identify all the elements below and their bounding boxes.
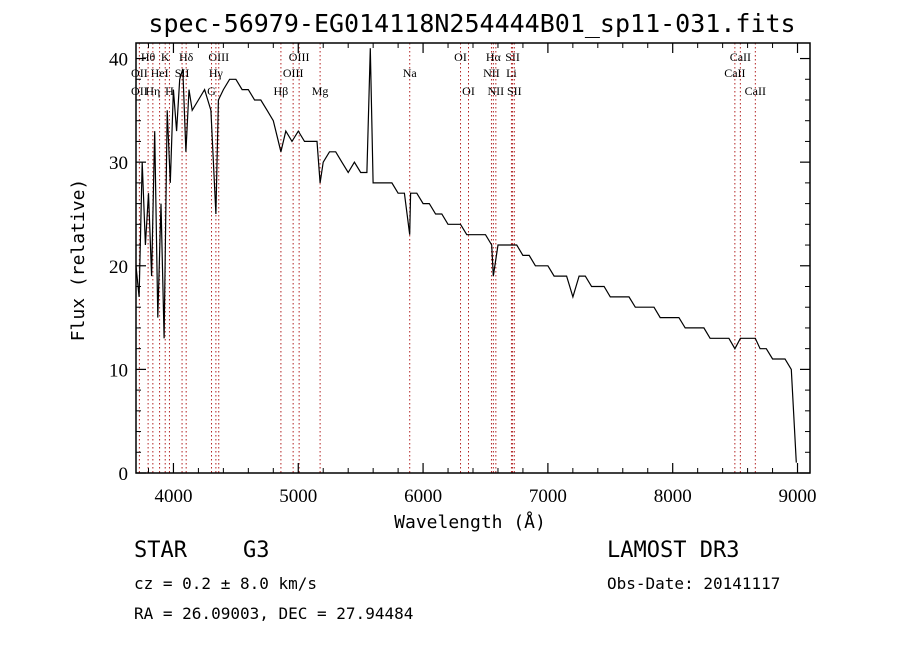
spectral-line-label: SII bbox=[507, 84, 522, 98]
spectral-line-label: Li bbox=[506, 66, 517, 80]
spectral-line-label: SII bbox=[505, 50, 520, 64]
spectrum-line bbox=[135, 48, 797, 463]
spectral-line-label: K bbox=[161, 50, 170, 64]
redshift-cz: cz = 0.2 ± 8.0 km/s bbox=[134, 574, 318, 593]
spectral-line-label: NII bbox=[483, 66, 500, 80]
survey-name: LAMOST DR3 bbox=[607, 538, 740, 563]
observation-date: Obs-Date: 20141117 bbox=[607, 574, 781, 593]
x-axis-label: Wavelength (Å) bbox=[394, 511, 546, 533]
x-tick-label: 5000 bbox=[279, 486, 317, 507]
spectral-line-label: CaII bbox=[724, 66, 745, 80]
x-tick-label: 7000 bbox=[529, 486, 567, 507]
spectral-line-label: Hβ bbox=[274, 84, 289, 98]
y-tick-label: 10 bbox=[109, 360, 128, 381]
axis-ticks: 4000 5000 6000 7000 8000 9000 0 10 20 30 40 bbox=[109, 43, 817, 507]
spectral-line-label: Hγ bbox=[209, 66, 224, 80]
y-axis-label: Flux (relative) bbox=[68, 179, 89, 342]
spectral-line-label: H bbox=[165, 84, 174, 98]
coordinates: RA = 26.09003, DEC = 27.94484 bbox=[134, 604, 414, 623]
spectral-line-label: OI bbox=[454, 50, 467, 64]
plot-frame bbox=[135, 42, 811, 474]
spectral-line-label: OII bbox=[131, 66, 148, 80]
spectral-line-label: OIII bbox=[289, 50, 310, 64]
x-tick-label: 8000 bbox=[654, 486, 692, 507]
spectral-line-label: Mg bbox=[312, 84, 329, 98]
y-tick-label: 0 bbox=[119, 464, 129, 485]
spectral-line-label: Hη bbox=[145, 84, 160, 98]
x-tick-label: 9000 bbox=[779, 486, 817, 507]
spectral-line-label: CaII bbox=[730, 50, 751, 64]
y-tick-label: 30 bbox=[109, 153, 128, 174]
spectral-line-label: HeI bbox=[151, 66, 169, 80]
spectral-line-label: OII bbox=[131, 84, 148, 98]
spectral-subclass: G3 bbox=[243, 538, 270, 563]
x-tick-label: 6000 bbox=[404, 486, 442, 507]
spectral-line-label: OI bbox=[462, 84, 475, 98]
spectral-line-label: CaII bbox=[745, 84, 766, 98]
y-tick-label: 20 bbox=[109, 257, 128, 278]
y-tick-label: 40 bbox=[109, 50, 128, 71]
object-class: STAR bbox=[134, 538, 187, 563]
x-tick-label: 4000 bbox=[154, 486, 192, 507]
spectral-line-label: NII bbox=[488, 84, 505, 98]
spectral-line-label: OIII bbox=[208, 50, 229, 64]
spectral-line-label: Hθ bbox=[141, 50, 156, 64]
spectral-line-label: Hα bbox=[486, 50, 502, 64]
spectral-line-label: OIII bbox=[283, 66, 304, 80]
spectral-line-label: Na bbox=[403, 66, 418, 80]
chart-title: spec-56979-EG014118N254444B01_sp11-031.f… bbox=[148, 9, 795, 38]
spectral-line-label: Hδ bbox=[179, 50, 194, 64]
spectral-line-label: G bbox=[207, 84, 216, 98]
